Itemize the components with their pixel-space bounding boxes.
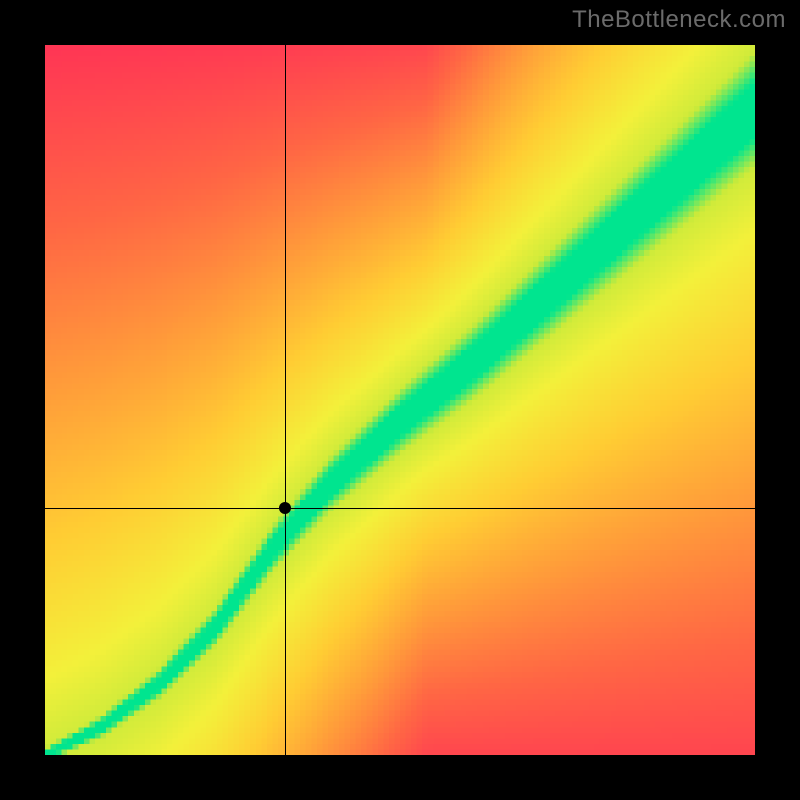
crosshair-vertical bbox=[285, 45, 286, 755]
heatmap-canvas bbox=[45, 45, 755, 755]
chart-stage: TheBottleneck.com bbox=[0, 0, 800, 800]
crosshair-horizontal bbox=[45, 508, 755, 509]
crosshair-marker bbox=[279, 502, 291, 514]
plot-area bbox=[45, 45, 755, 755]
watermark-text: TheBottleneck.com bbox=[572, 6, 786, 34]
